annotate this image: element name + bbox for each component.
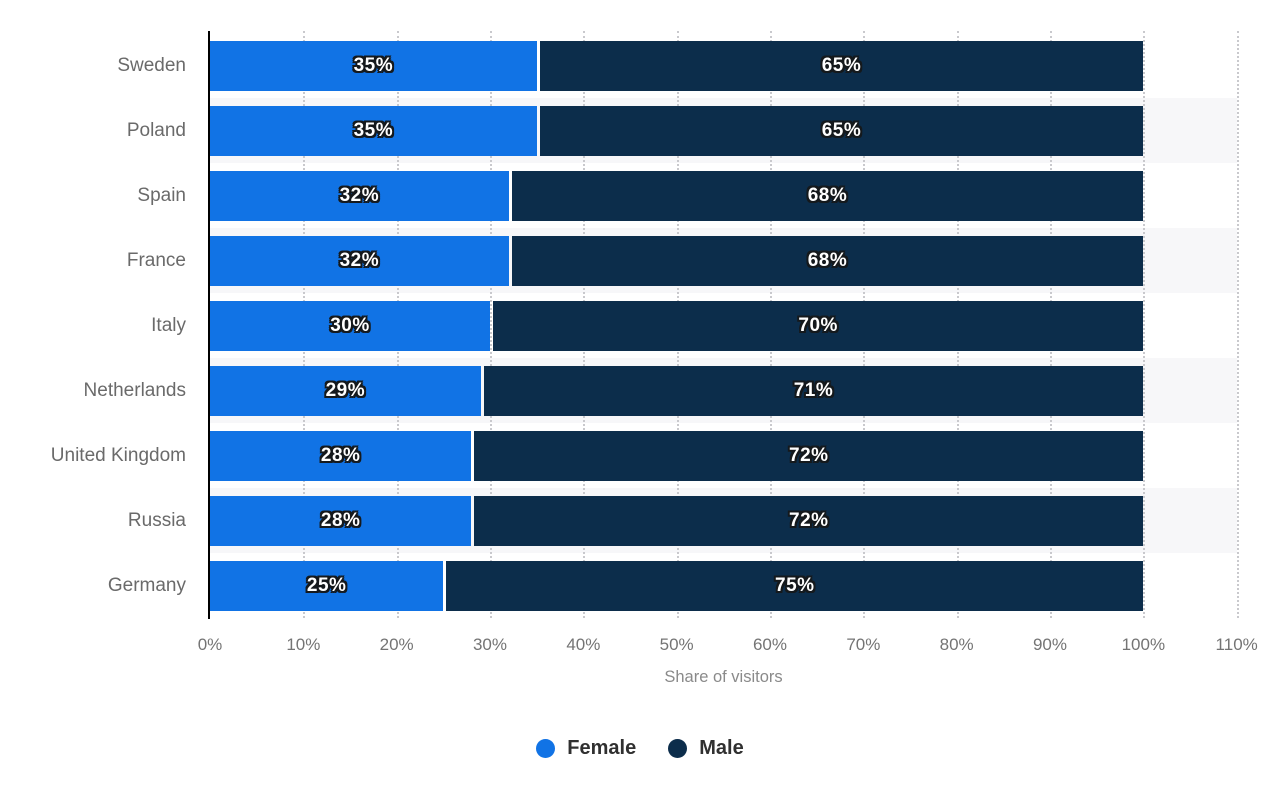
value-label: 28%	[320, 444, 361, 466]
value-label: 72%	[789, 444, 829, 466]
bar-row: 35% 65%	[210, 40, 1144, 91]
value-label: 68%	[807, 249, 848, 271]
x-tick-label: 70%	[846, 635, 881, 654]
value-label: 32%	[339, 184, 380, 206]
bar-row: 35% 65%	[210, 105, 1144, 156]
bar-row: 32% 68%	[210, 170, 1144, 221]
x-tick-label: 110%	[1215, 635, 1258, 654]
bar-segment-male: 70%	[492, 300, 1144, 351]
category-label: Sweden	[117, 55, 186, 76]
bar-segment-male: 72%	[474, 430, 1144, 481]
x-axis-title: Share of visitors	[664, 668, 783, 686]
bar-segment-female: 28%	[210, 495, 472, 546]
bar-row: 32% 68%	[210, 235, 1144, 286]
legend-label: Male	[699, 736, 744, 759]
value-label: 28%	[320, 509, 361, 531]
bar-row: 28% 72%	[210, 495, 1144, 546]
bar-segment-male: 65%	[539, 40, 1144, 91]
x-tick-label: 90%	[1032, 635, 1067, 654]
x-tick-label: 50%	[659, 635, 694, 654]
value-label: 29%	[325, 379, 366, 401]
bar-row: 30% 70%	[210, 300, 1144, 351]
value-label: 30%	[330, 314, 370, 336]
x-tick-label: 40%	[566, 635, 601, 654]
value-label: 70%	[798, 314, 838, 336]
category-label: France	[126, 250, 186, 271]
legend: Female Male	[0, 733, 1280, 763]
bar-segment-male: 65%	[539, 105, 1144, 156]
value-label: 25%	[306, 574, 347, 596]
legend-dot-male	[668, 738, 688, 758]
x-tick-label: 0%	[197, 635, 223, 654]
bar-segment-male: 72%	[474, 495, 1144, 546]
legend-item-female[interactable]: Female	[536, 737, 636, 760]
bar-row: 28% 72%	[210, 430, 1144, 481]
value-label: 32%	[339, 249, 380, 271]
bar-segment-female: 35%	[210, 40, 537, 91]
category-label: United Kingdom	[50, 445, 186, 466]
category-label: Poland	[126, 120, 186, 141]
legend-label: Female	[567, 736, 637, 759]
value-label: 35%	[353, 119, 394, 141]
bar-segment-female: 25%	[210, 560, 444, 611]
value-label: 65%	[821, 119, 862, 141]
bar-segment-female: 35%	[210, 105, 537, 156]
bar-row: 29% 71%	[210, 365, 1144, 416]
bar-segment-male: 68%	[511, 170, 1144, 221]
category-label: Italy	[151, 315, 186, 336]
value-label: 35%	[353, 54, 394, 76]
bar-segment-female: 30%	[210, 300, 490, 351]
bar-row: 25% 75%	[210, 560, 1144, 611]
bar-segment-female: 28%	[210, 430, 472, 481]
gridline	[489, 31, 492, 618]
bar-segment-female: 29%	[210, 365, 481, 416]
x-tick-label: 10%	[286, 635, 321, 654]
bar-segment-female: 32%	[210, 170, 509, 221]
category-label: Spain	[137, 185, 186, 206]
x-tick-label: 30%	[472, 635, 507, 654]
legend-dot-female	[536, 738, 556, 758]
x-tick-label: 80%	[939, 635, 974, 654]
value-label: 68%	[807, 184, 848, 206]
y-axis-line	[208, 31, 210, 619]
bar-segment-male: 68%	[511, 235, 1144, 286]
value-label: 65%	[821, 54, 862, 76]
bar-segment-male: 75%	[446, 560, 1144, 611]
gridline	[1143, 31, 1146, 618]
legend-item-male[interactable]: Male	[668, 736, 744, 760]
gridline	[1236, 31, 1239, 618]
bar-segment-female: 32%	[210, 235, 509, 286]
value-label: 72%	[789, 509, 829, 531]
category-label: Germany	[107, 575, 186, 596]
x-tick-label: 100%	[1121, 635, 1166, 654]
x-tick-label: 60%	[752, 635, 787, 654]
category-label: Russia	[127, 510, 186, 531]
bar-segment-male: 71%	[483, 365, 1144, 416]
x-tick-label: 20%	[379, 635, 414, 654]
value-label: 71%	[793, 379, 834, 401]
value-label: 75%	[775, 574, 815, 596]
category-label: Netherlands	[83, 380, 186, 401]
